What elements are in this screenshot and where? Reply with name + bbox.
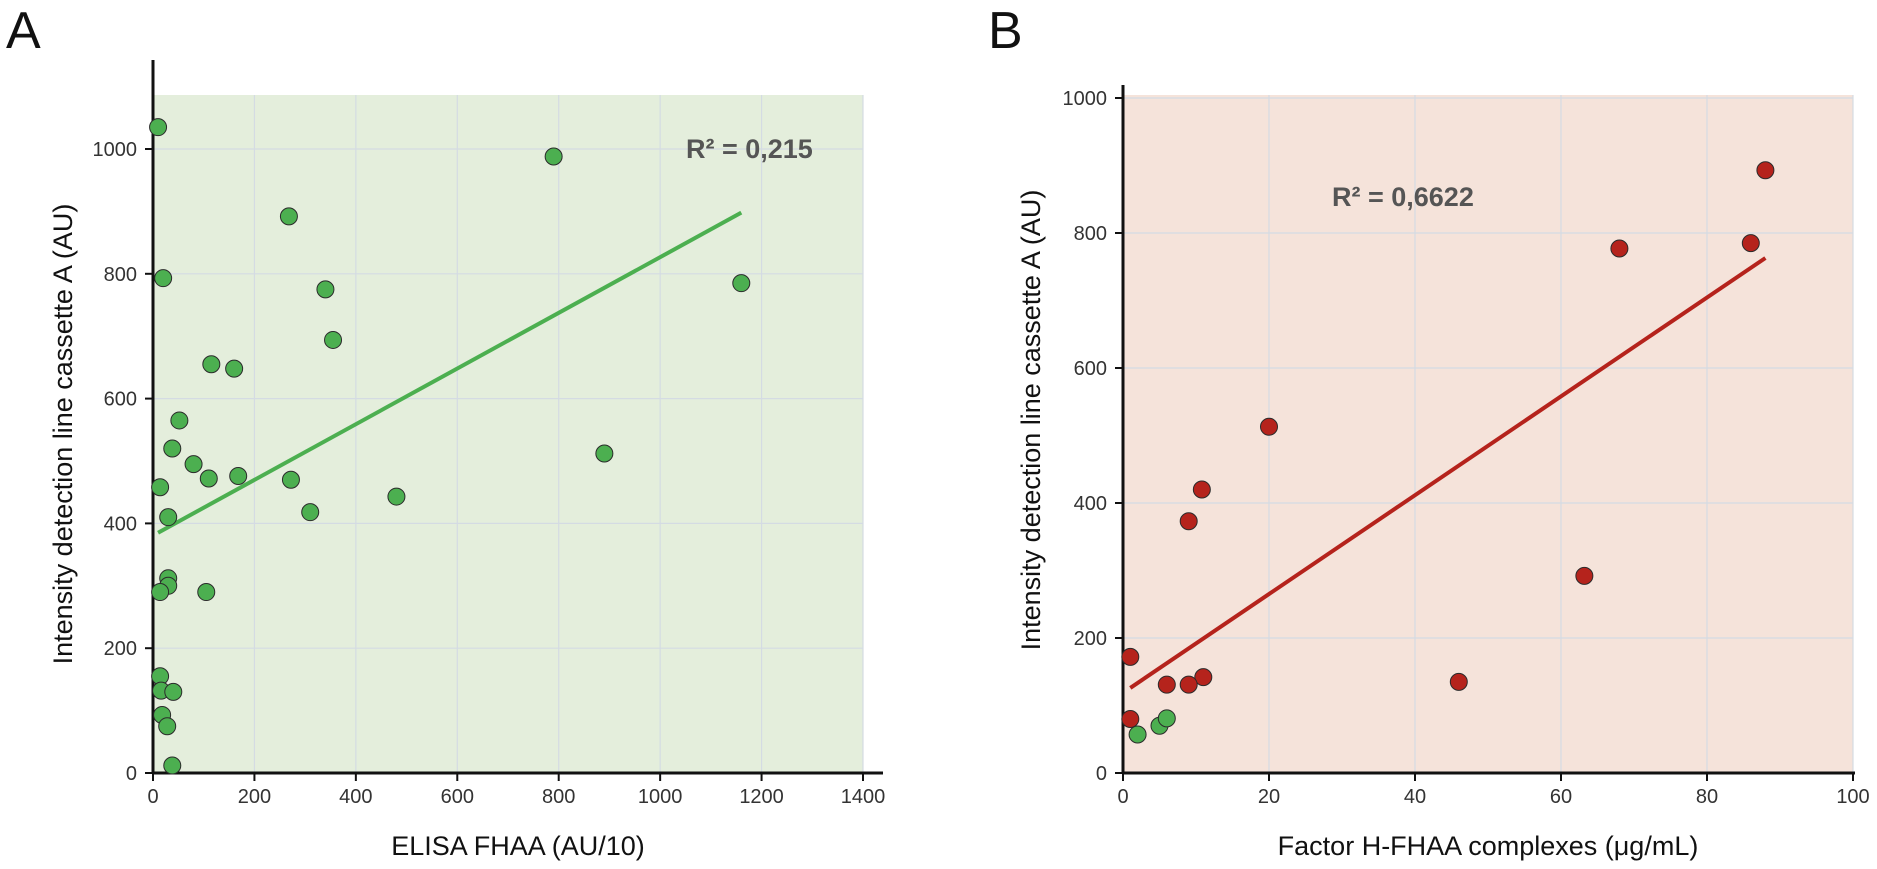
data-point-positive — [1756, 161, 1775, 180]
y-tick-label: 600 — [1074, 358, 1107, 380]
data-point-samples — [316, 280, 335, 299]
x-tick-label: 0 — [147, 786, 158, 808]
data-point-positive — [1121, 647, 1140, 666]
y-tick-label: 0 — [1096, 763, 1107, 785]
data-point-samples — [544, 147, 563, 166]
data-point-samples — [154, 269, 173, 288]
data-point-samples — [387, 487, 406, 506]
panel-a-y-axis-title: Intensity detection line cassette A (AU) — [48, 204, 78, 665]
data-point-positive — [1179, 675, 1198, 694]
data-point-samples — [163, 756, 182, 775]
data-point-samples — [159, 508, 178, 527]
y-tick-label: 0 — [126, 763, 137, 785]
panel-b-points — [1121, 161, 1775, 744]
panel-b-y-axis-title: Intensity detection line cassette A (AU) — [1016, 190, 1046, 651]
panel-b-y-ticks: 0 200 400 600 800 1000 — [1063, 88, 1123, 785]
x-tick-label: 40 — [1404, 786, 1426, 808]
panel-b: B 0 20 40 60 80 100 0 200 400 600 800 1000 R² = 0,… — [988, 2, 1870, 861]
data-point-samples — [301, 503, 320, 522]
panel-a-letter: A — [6, 2, 41, 60]
x-tick-label: 200 — [238, 786, 271, 808]
panel-b-plot-background — [1123, 95, 1853, 773]
x-tick-label: 600 — [441, 786, 474, 808]
panel-a-r2-annotation: R² = 0,215 — [686, 134, 813, 164]
data-point-samples — [170, 411, 189, 430]
y-tick-label: 600 — [104, 389, 137, 411]
data-point-samples — [199, 469, 218, 488]
y-tick-label: 400 — [104, 513, 137, 535]
data-point-samples — [151, 583, 170, 602]
data-point-samples — [184, 455, 203, 474]
data-point-samples — [595, 444, 614, 463]
x-tick-label: 800 — [542, 786, 575, 808]
data-point-samples — [279, 207, 298, 226]
x-tick-label: 1200 — [739, 786, 784, 808]
panel-b-trendline — [1129, 256, 1767, 690]
panel-a-gridlines — [153, 95, 864, 773]
y-tick-label: 800 — [104, 264, 137, 286]
panel-b-x-ticks: 0 20 40 60 80 100 — [1117, 773, 1870, 808]
y-tick-label: 1000 — [1063, 88, 1108, 110]
x-tick-label: 100 — [1836, 786, 1869, 808]
data-point-positive — [1575, 566, 1594, 585]
data-point-positive — [1179, 512, 1198, 531]
panel-a-y-ticks: 0 200 400 600 800 1000 — [93, 139, 153, 785]
data-point-positive — [1260, 417, 1278, 436]
data-point-samples — [151, 478, 170, 497]
x-tick-label: 20 — [1258, 786, 1280, 808]
data-point-samples — [732, 274, 751, 293]
data-point-samples — [324, 330, 343, 349]
data-point-samples — [163, 439, 182, 458]
data-point-samples — [229, 466, 248, 485]
panel-a-trendline — [157, 210, 743, 535]
y-tick-label: 800 — [1074, 223, 1107, 245]
data-point-negative — [1128, 725, 1147, 744]
x-tick-label: 1400 — [841, 786, 886, 808]
data-point-samples — [197, 583, 216, 602]
data-point-samples — [149, 118, 168, 137]
x-tick-label: 0 — [1117, 786, 1128, 808]
data-point-positive — [1121, 710, 1140, 728]
panel-a-x-ticks: 0 200 400 600 800 1000 1200 1400 — [147, 773, 885, 808]
panel-a-points — [149, 118, 751, 775]
data-point-positive — [1610, 239, 1629, 258]
data-point-samples — [281, 470, 300, 489]
panel-b-x-axis-title: Factor H-FHAA complexes (μg/mL) — [1278, 831, 1699, 861]
data-point-positive — [1449, 672, 1468, 691]
panel-a: A 0 200 400 600 800 1000 1200 1400 0 200 400 600 80… — [6, 2, 885, 861]
y-tick-label: 200 — [1074, 628, 1107, 650]
data-point-positive — [1741, 234, 1760, 253]
y-tick-label: 200 — [104, 638, 137, 660]
x-tick-label: 80 — [1696, 786, 1718, 808]
panel-a-x-axis-title: ELISA FHAA (AU/10) — [391, 831, 645, 861]
data-point-positive — [1194, 668, 1213, 687]
data-point-positive — [1157, 675, 1176, 694]
y-tick-label: 1000 — [93, 139, 138, 161]
panel-b-letter: B — [988, 2, 1023, 60]
panel-a-plot-background — [153, 95, 863, 773]
data-point-samples — [202, 355, 221, 374]
x-tick-label: 400 — [339, 786, 372, 808]
panel-b-r2-annotation: R² = 0,6622 — [1332, 182, 1474, 212]
data-point-positive — [1192, 480, 1211, 499]
data-point-negative — [1157, 709, 1176, 728]
x-tick-label: 60 — [1550, 786, 1572, 808]
data-point-samples — [158, 717, 177, 736]
data-point-samples — [225, 359, 244, 378]
y-tick-label: 400 — [1074, 493, 1107, 515]
data-point-samples — [164, 682, 183, 701]
x-tick-label: 1000 — [638, 786, 683, 808]
